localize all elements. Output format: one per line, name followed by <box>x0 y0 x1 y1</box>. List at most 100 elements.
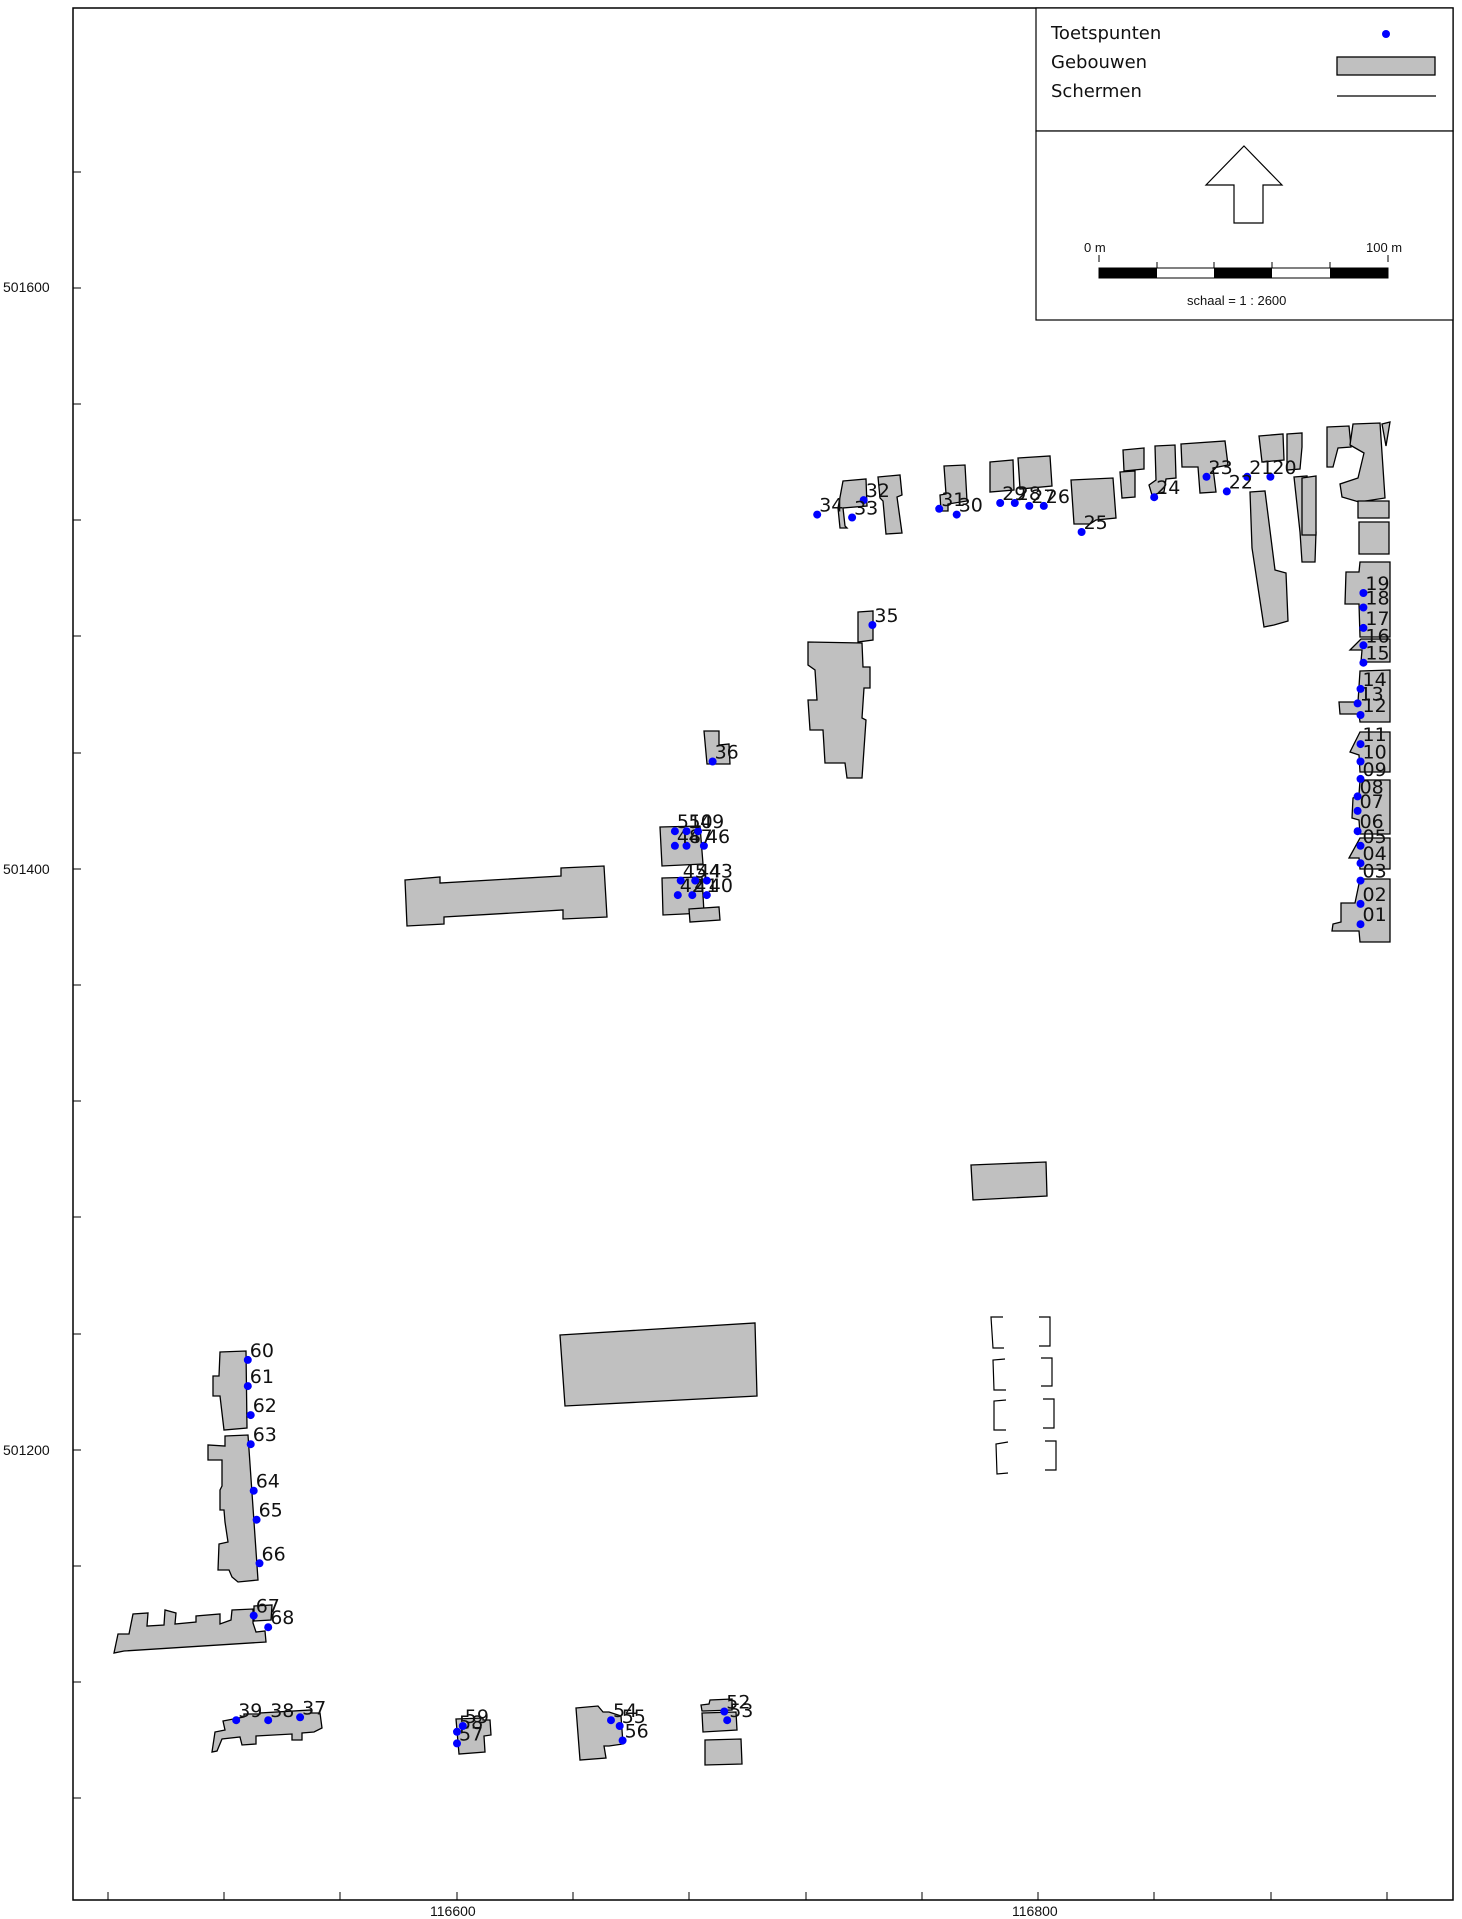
receiver-point <box>1077 528 1086 536</box>
map-frame <box>72 7 1454 1901</box>
receiver-point-label: 04 <box>1363 843 1387 865</box>
receiver-point <box>1359 603 1368 612</box>
y-axis <box>73 171 81 1799</box>
receiver-point <box>453 1739 461 1748</box>
legend-point-symbol <box>1382 30 1390 38</box>
receiver-point-label: 65 <box>259 1500 283 1522</box>
building <box>404 865 608 927</box>
receiver-point-label: 62 <box>253 1395 277 1417</box>
building <box>1249 490 1289 628</box>
receiver-point <box>699 841 708 850</box>
building <box>857 610 874 643</box>
receiver-point-label: 36 <box>715 742 739 764</box>
receiver-point-label: 51 <box>677 811 701 833</box>
x-tick-label: 116600 <box>430 1903 476 1919</box>
building <box>1122 447 1145 472</box>
scalebar-end-label: 100 m <box>1366 240 1402 255</box>
receiver-point-label: 18 <box>1365 588 1389 610</box>
receiver-point-label: 46 <box>706 826 730 848</box>
y-tick-label: 501200 <box>3 1442 50 1458</box>
receiver-point-label: 38 <box>270 1700 294 1722</box>
screen <box>993 1398 1055 1431</box>
receiver-point-label: 45 <box>683 861 707 883</box>
receiver-point-label: 16 <box>1365 625 1389 647</box>
scalebar-start-label: 0 m <box>1084 240 1106 255</box>
receiver-point-label: 37 <box>302 1697 326 1719</box>
receiver-point <box>1010 499 1019 507</box>
receiver-point-label: 21 <box>1249 457 1273 479</box>
receiver-point <box>1356 711 1365 719</box>
receiver-point <box>694 827 703 836</box>
building <box>212 1350 248 1431</box>
receiver-point <box>868 621 877 629</box>
receiver-point-label: 34 <box>819 495 843 517</box>
receiver-point <box>723 1716 732 1725</box>
receiver-point <box>264 1716 273 1725</box>
receiver-point <box>1356 841 1365 850</box>
receiver-point-label: 13 <box>1360 683 1384 705</box>
receiver-point-label: 05 <box>1363 826 1387 848</box>
receiver-point-label: 14 <box>1363 669 1387 691</box>
receiver-point <box>670 827 679 836</box>
receiver-point <box>1243 472 1252 481</box>
building <box>877 474 903 535</box>
receiver-point-label: 67 <box>256 1596 280 1618</box>
receiver-point <box>1353 806 1362 815</box>
receiver-point <box>1202 472 1211 481</box>
receiver-point <box>688 891 697 900</box>
building <box>704 1738 743 1766</box>
receiver-point <box>1353 827 1362 836</box>
legend-points-label: Toetspunten <box>1050 23 1161 44</box>
building <box>1119 470 1136 499</box>
receiver-point-label: 15 <box>1365 643 1389 665</box>
receiver-point <box>708 757 717 766</box>
receiver-point-label: 43 <box>709 861 733 883</box>
receiver-point-label: 17 <box>1365 608 1389 630</box>
receiver-point-label: 25 <box>1084 512 1108 534</box>
receiver-point <box>264 1623 273 1632</box>
receiver-point-label: 41 <box>694 875 718 897</box>
building <box>703 730 731 765</box>
receiver-point <box>1359 589 1368 597</box>
receiver-point-label: 60 <box>250 1340 274 1362</box>
legend-buildings-label: Gebouwen <box>1051 52 1147 73</box>
receiver-point-label: 55 <box>622 1706 646 1728</box>
building <box>559 1322 758 1407</box>
receiver-point <box>1356 684 1365 693</box>
receiver-point <box>1222 487 1231 496</box>
receiver-point-label: 29 <box>1002 483 1026 505</box>
receiver-point-label: 20 <box>1272 457 1296 479</box>
scalebar-caption: schaal = 1 : 2600 <box>1187 293 1286 308</box>
building <box>1326 425 1352 468</box>
building <box>1339 422 1386 503</box>
y-tick-label: 501400 <box>3 861 50 877</box>
receiver-point-label: 63 <box>253 1424 277 1446</box>
receiver-point <box>682 827 691 836</box>
receiver-point-label: 31 <box>941 489 965 511</box>
receiver-point <box>1359 623 1368 632</box>
receiver-point-label: 10 <box>1363 742 1387 764</box>
receiver-point <box>1359 641 1368 650</box>
receiver-point <box>246 1440 255 1449</box>
receiver-point-label: 52 <box>726 1692 750 1714</box>
receiver-point <box>249 1486 258 1495</box>
building <box>1331 878 1391 943</box>
receiver-point <box>458 1722 467 1730</box>
receiver-point-label: 27 <box>1031 486 1055 508</box>
receiver-point <box>859 496 868 505</box>
screen <box>995 1440 1057 1475</box>
receiver-point <box>702 876 711 885</box>
screen <box>992 1357 1053 1391</box>
building <box>1286 432 1303 471</box>
receiver-point <box>243 1355 252 1364</box>
screen <box>990 1316 1051 1349</box>
building <box>1017 455 1053 490</box>
receiver-point-label: 54 <box>613 1700 637 1722</box>
receiver-point <box>1356 859 1365 868</box>
receiver-point-label: 02 <box>1363 884 1387 906</box>
receiver-point <box>255 1559 264 1568</box>
receiver-point <box>1039 501 1048 510</box>
building <box>837 478 868 529</box>
receiver-point-label: 49 <box>700 811 724 833</box>
